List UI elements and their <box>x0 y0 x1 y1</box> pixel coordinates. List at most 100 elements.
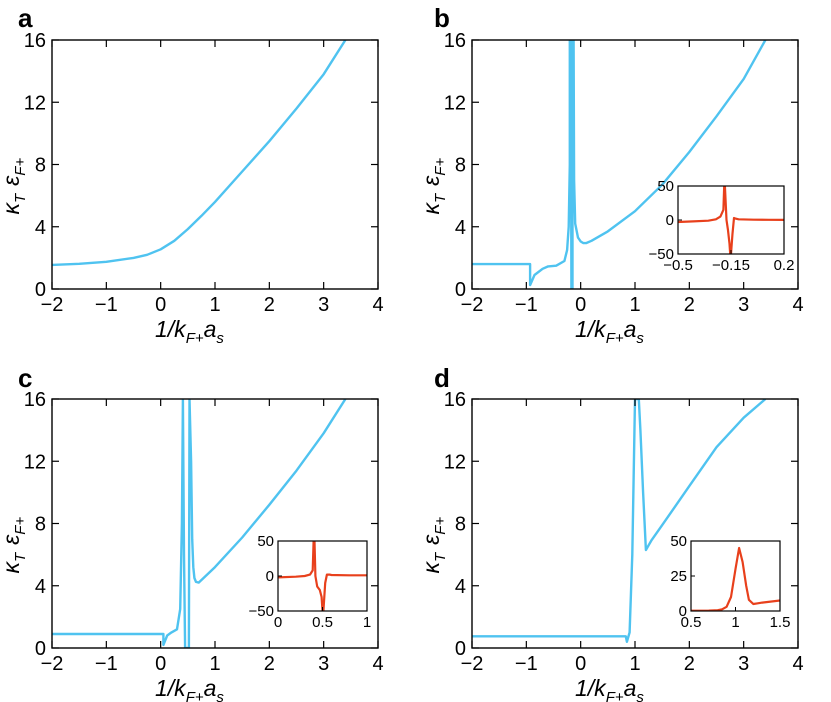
inset-y-tick-label: 0 <box>679 603 687 620</box>
inset-x-tick-label: 0.5 <box>312 614 333 631</box>
y-tick-label: 12 <box>24 451 46 473</box>
y-axis-label-part: T <box>12 551 29 562</box>
x-axis-label-part: 1/k <box>575 316 607 342</box>
y-axis-label: κTεF+ <box>418 158 449 215</box>
x-tick-label: 0 <box>575 294 586 316</box>
x-axis-label-part: F+ <box>186 330 204 347</box>
inset-line-c <box>278 541 367 611</box>
x-tick-label: 0 <box>155 653 166 675</box>
y-tick-label: 4 <box>455 576 466 598</box>
y-tick-label: 4 <box>35 217 46 239</box>
inset-y-tick-label: 0 <box>266 568 274 585</box>
x-axis-label-part: a <box>624 675 637 701</box>
panel-letter: c <box>18 363 32 393</box>
y-axis-label-part: T <box>12 192 29 203</box>
inset-line-b <box>678 186 784 254</box>
x-tick-label: −2 <box>41 653 64 675</box>
x-tick-label: 1 <box>629 653 640 675</box>
inset-x-tick-label: 0.2 <box>774 257 795 274</box>
x-tick-label: −1 <box>95 294 118 316</box>
x-axis-label: 1/kF+as <box>575 675 644 702</box>
y-axis-label: κTεF+ <box>418 517 449 574</box>
inset-x-tick-label: 1.5 <box>770 614 791 631</box>
x-tick-label: 3 <box>738 294 749 316</box>
y-tick-label: 8 <box>455 514 466 536</box>
inset-y-tick-label: 50 <box>670 533 687 550</box>
x-axis-label: 1/kF+as <box>155 316 224 347</box>
x-tick-label: 3 <box>318 653 329 675</box>
panel-letter: d <box>434 363 450 393</box>
x-tick-label: −2 <box>41 294 64 316</box>
x-axis-label-part: 1/k <box>155 316 187 342</box>
x-axis-label-part: s <box>636 689 644 702</box>
y-tick-label: 4 <box>35 576 46 598</box>
y-axis-label-part: ε <box>0 534 24 545</box>
x-tick-label: 1 <box>209 653 220 675</box>
inset-line-d <box>691 546 780 611</box>
inset-x-tick-label: 1 <box>363 614 371 631</box>
y-tick-label: 12 <box>444 451 466 473</box>
x-axis-label-part: s <box>216 689 224 702</box>
series-line-d <box>472 399 767 643</box>
panel-letter: b <box>434 3 450 33</box>
inset-background <box>691 541 780 611</box>
x-tick-label: 4 <box>372 653 383 675</box>
panel-letter: a <box>18 3 33 33</box>
y-tick-label: 16 <box>444 389 466 411</box>
y-tick-label: 16 <box>24 389 46 411</box>
inset-y-tick-label: 50 <box>257 533 274 550</box>
series-line-b <box>472 40 767 289</box>
x-tick-label: 4 <box>372 294 383 316</box>
y-tick-label: 0 <box>35 638 46 660</box>
y-axis-label-part: ε <box>418 175 444 186</box>
inset-x-tick-label: −0.15 <box>712 257 750 274</box>
inset-x-tick-label: −0.5 <box>663 257 693 274</box>
inset-y-tick-label: 25 <box>670 568 687 585</box>
inset-x-tick-label: 0 <box>274 614 282 631</box>
x-tick-label: 4 <box>792 653 803 675</box>
y-axis-label-part: ε <box>418 534 444 545</box>
x-tick-label: −1 <box>515 294 538 316</box>
x-tick-label: −2 <box>461 653 484 675</box>
inset-b: −0.5 −0.15 0.2 −50 0 50 <box>649 178 795 274</box>
x-axis-label: 1/kF+as <box>575 316 644 347</box>
y-axis-label-part: F+ <box>12 517 29 535</box>
inset-d: 0.5 1 1.5 0 25 50 <box>670 533 790 631</box>
y-axis-label-part: F+ <box>432 517 449 535</box>
x-axis-label-part: a <box>204 675 217 701</box>
x-tick-label: 4 <box>792 294 803 316</box>
x-tick-label: 2 <box>264 653 275 675</box>
x-axis-label-part: F+ <box>606 330 624 347</box>
y-tick-label: 16 <box>444 30 466 52</box>
x-tick-label: 3 <box>318 294 329 316</box>
y-axis-label-part: F+ <box>432 158 449 176</box>
x-tick-label: 2 <box>684 294 695 316</box>
x-tick-label: 2 <box>684 653 695 675</box>
y-axis-label-part: F+ <box>12 158 29 176</box>
y-axis-label-part: ε <box>0 175 24 186</box>
series-line-c <box>52 399 347 648</box>
y-tick-label: 8 <box>455 155 466 177</box>
inset-x-tick-label: 0.5 <box>681 614 702 631</box>
inset-x-tick-label: 1 <box>731 614 739 631</box>
y-axis-label-part: κ <box>418 561 444 574</box>
y-axis-label-part: κ <box>418 202 444 215</box>
x-axis-label-part: F+ <box>186 689 204 702</box>
y-axis-label-part: T <box>432 551 449 562</box>
x-axis-label-part: F+ <box>606 689 624 702</box>
x-tick-label: 3 <box>738 653 749 675</box>
x-tick-label: 2 <box>264 294 275 316</box>
series-line-a <box>52 40 347 267</box>
inset-y-tick-label: 0 <box>666 212 674 229</box>
x-axis-label-part: a <box>624 316 637 342</box>
y-axis-label: κTεF+ <box>0 158 29 215</box>
x-tick-label: 0 <box>155 294 166 316</box>
y-tick-label: 12 <box>444 92 466 114</box>
y-tick-label: 4 <box>455 217 466 239</box>
y-axis-label: κTεF+ <box>0 517 29 574</box>
